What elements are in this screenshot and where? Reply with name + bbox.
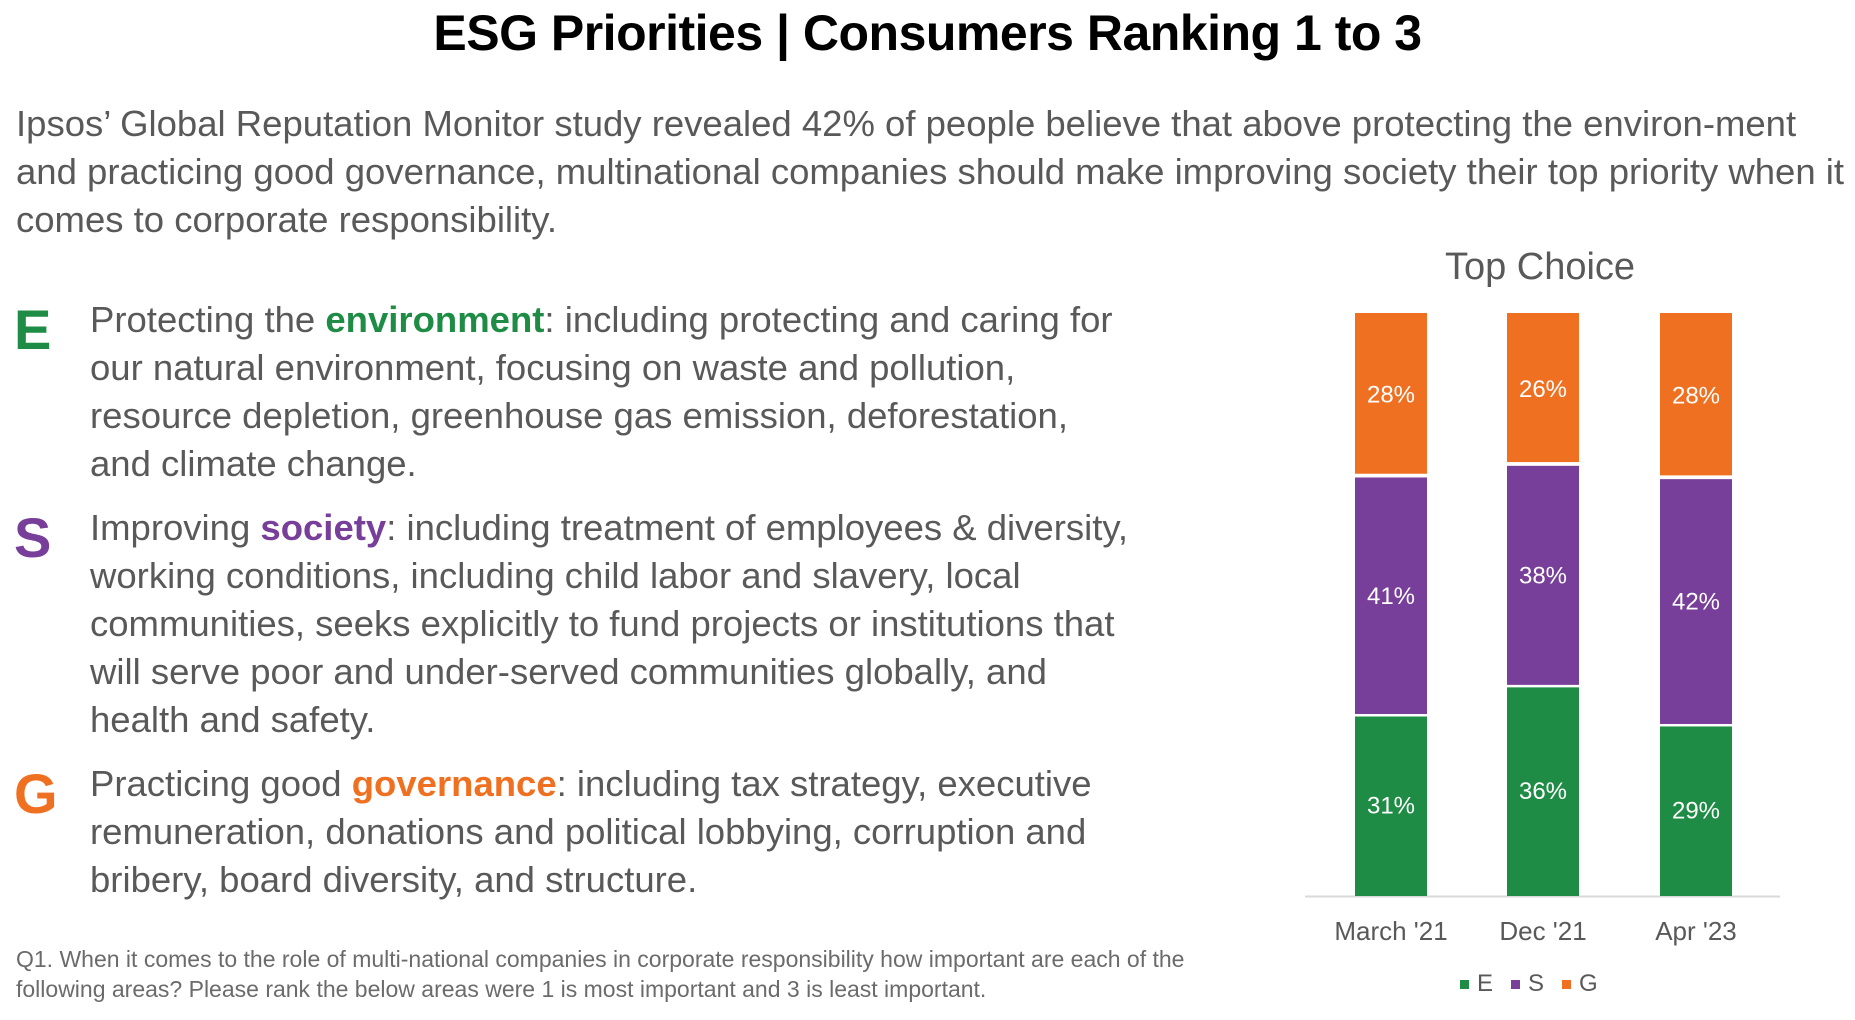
data-label-e-1: 36% xyxy=(1519,778,1567,805)
society-description: Improving society: including treatment o… xyxy=(90,507,1129,740)
legend-item-g: G xyxy=(1562,970,1598,998)
data-label-e-0: 31% xyxy=(1367,793,1415,820)
environment-keyword: environment xyxy=(325,299,545,340)
bar-g-0 xyxy=(1355,313,1427,474)
letter-s: S xyxy=(14,506,52,569)
chart-title: Top Choice xyxy=(1444,246,1636,288)
survey-footnote: Q1. When it comes to the role of multi-n… xyxy=(16,946,1185,1002)
legend-swatch-g xyxy=(1562,979,1572,989)
data-label-g-0: 28% xyxy=(1367,382,1415,409)
letter-g: G xyxy=(14,762,58,825)
x-tick-label-1: Dec '21 xyxy=(1499,916,1586,946)
data-label-g-2: 28% xyxy=(1672,382,1720,409)
society-keyword: society xyxy=(260,507,387,548)
bar-e-2 xyxy=(1660,726,1732,896)
governance-description: Practicing good governance: including ta… xyxy=(90,763,1092,900)
governance-keyword: governance xyxy=(351,763,557,804)
stacked-bar-chart: 31% 41% 28% March '21 36% 38% 26% Dec '21 29% 42%… xyxy=(1305,313,1780,946)
x-tick-label-2: Apr '23 xyxy=(1655,916,1737,946)
legend-item-s: S xyxy=(1511,970,1544,998)
intro-paragraph: Ipsos’ Global Reputation Monitor study r… xyxy=(16,103,1845,240)
bar-g-1 xyxy=(1507,313,1579,463)
data-label-g-1: 26% xyxy=(1519,376,1567,403)
data-label-s-1: 38% xyxy=(1519,562,1567,589)
data-label-e-2: 29% xyxy=(1672,798,1720,825)
page-title: ESG Priorities | Consumers Ranking 1 to … xyxy=(433,5,1422,61)
data-label-s-2: 42% xyxy=(1672,589,1720,616)
bar-g-2 xyxy=(1660,313,1732,476)
environment-description: Protecting the environment: including pr… xyxy=(90,299,1113,484)
legend-swatch-s xyxy=(1511,979,1521,989)
bar-s-1 xyxy=(1507,465,1579,685)
legend-swatch-e xyxy=(1460,979,1469,989)
bar-s-2 xyxy=(1660,479,1732,724)
bar-e-1 xyxy=(1507,687,1579,896)
chart-legend: E S G xyxy=(1460,970,1640,998)
legend-item-e: E xyxy=(1460,970,1493,998)
bar-e-0 xyxy=(1355,716,1427,896)
x-tick-label-0: March '21 xyxy=(1334,916,1447,946)
bar-s-0 xyxy=(1355,477,1427,715)
letter-e: E xyxy=(14,298,52,361)
data-label-s-0: 41% xyxy=(1367,583,1415,610)
